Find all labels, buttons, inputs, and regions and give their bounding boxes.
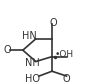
Text: O: O [4, 45, 11, 55]
Text: •OH: •OH [55, 50, 74, 59]
Text: O: O [50, 18, 57, 28]
Text: O: O [63, 74, 70, 83]
Text: HO: HO [25, 74, 40, 83]
Text: NH: NH [25, 58, 40, 68]
Text: HN: HN [22, 31, 37, 41]
